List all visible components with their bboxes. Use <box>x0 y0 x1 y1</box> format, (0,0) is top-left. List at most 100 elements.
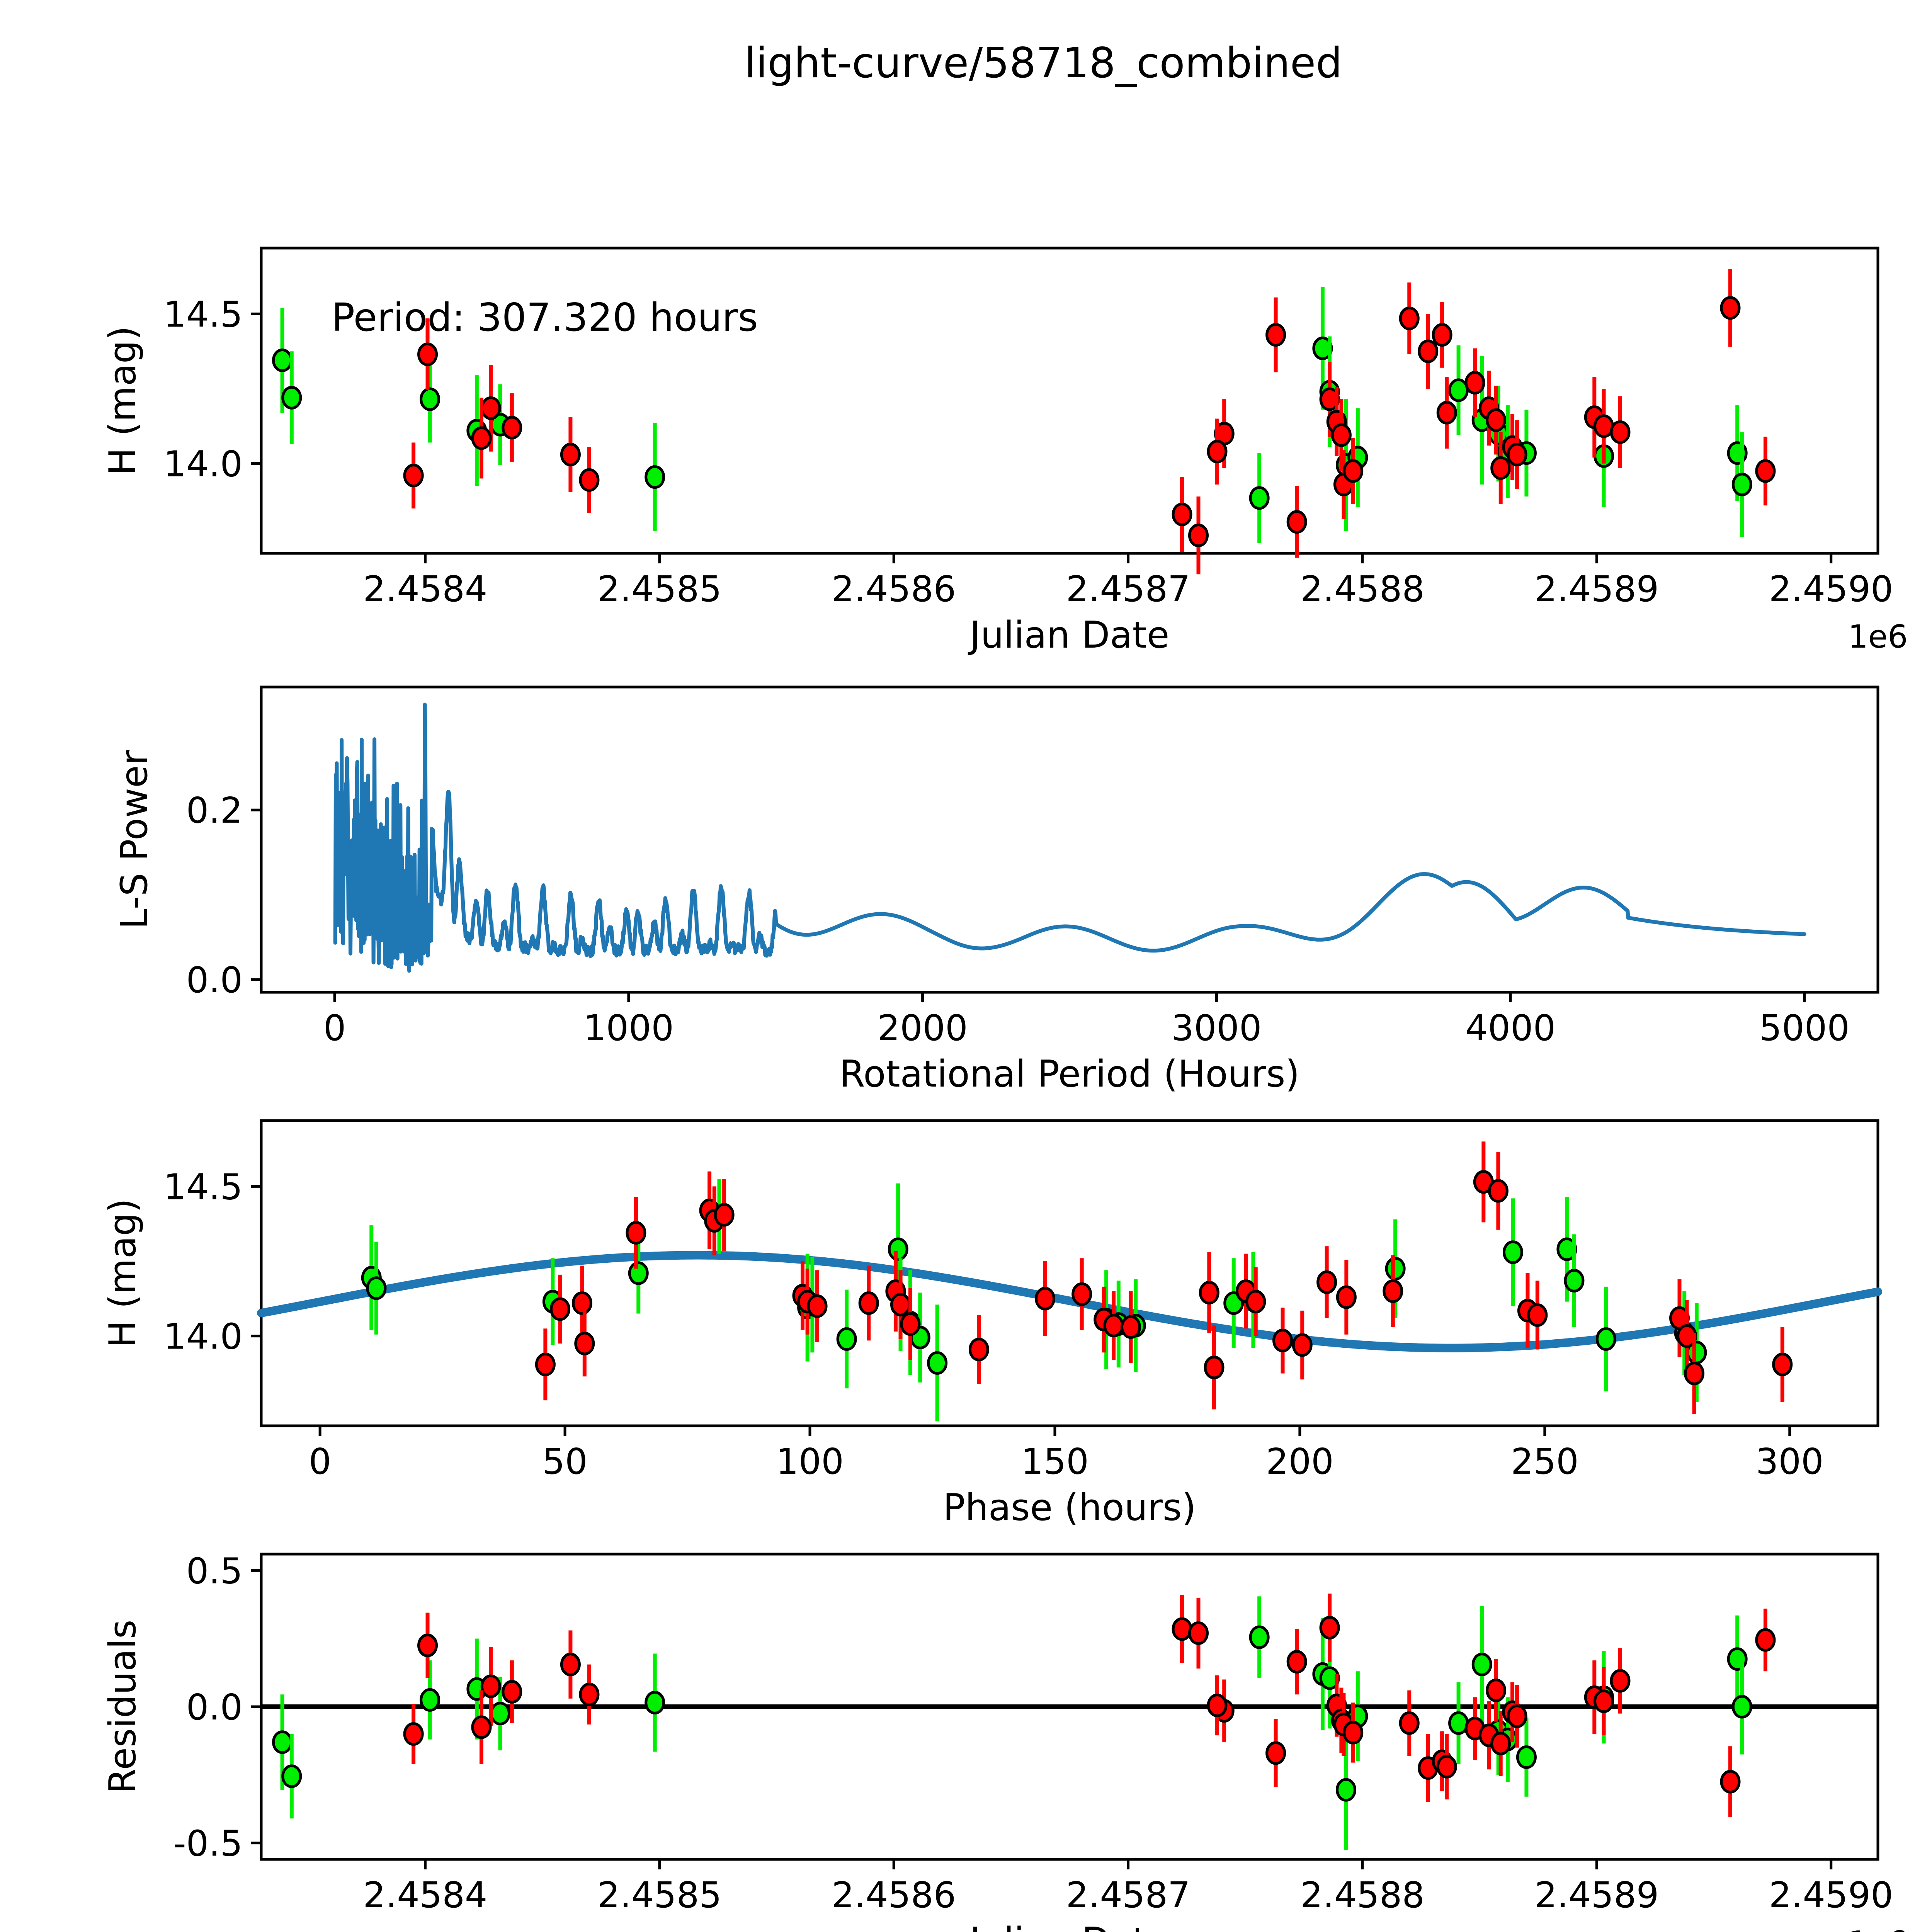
data-point <box>1486 408 1507 432</box>
phasefold-xtick-label: 100 <box>776 1441 844 1482</box>
periodogram-xtick-label: 1000 <box>583 1007 674 1049</box>
data-point <box>1204 1355 1225 1379</box>
phasefold-xtick-label: 150 <box>1021 1441 1089 1482</box>
data-point <box>890 1293 911 1316</box>
data-point <box>1319 1616 1340 1639</box>
lightcurve-yaxis-label: H (mag) <box>102 326 144 476</box>
lightcurve-xtick-label: 2.4588 <box>1300 568 1425 610</box>
data-point <box>1399 306 1420 330</box>
periodogram-xtick-label: 3000 <box>1171 1007 1262 1049</box>
data-point <box>645 465 665 489</box>
data-point <box>858 1291 879 1315</box>
data-point <box>1199 1281 1219 1304</box>
residuals-xtick-label: 2.4587 <box>1066 1874 1190 1916</box>
residuals-ytick-label: 0.0 <box>186 1687 243 1728</box>
data-point <box>1249 486 1270 510</box>
phasefold-yaxis-label: H (mag) <box>102 1199 144 1348</box>
data-point <box>417 342 438 366</box>
phasefold-xtick-label: 200 <box>1266 1441 1334 1482</box>
data-point <box>1286 1650 1307 1674</box>
data-point <box>480 1674 501 1698</box>
periodogram-yaxis-label: L-S Power <box>113 750 156 929</box>
data-point <box>1383 1279 1403 1303</box>
data-point <box>1464 371 1485 395</box>
periodogram-power-curve <box>333 702 1806 973</box>
data-point <box>490 1702 511 1726</box>
data-point <box>628 1261 649 1285</box>
phasefold-xtick-label: 0 <box>309 1441 332 1482</box>
data-point <box>1610 420 1631 444</box>
periodogram-xtick-label: 4000 <box>1465 1007 1556 1049</box>
data-point <box>1265 323 1286 347</box>
phasefold-plot-frame <box>260 1119 1879 1427</box>
data-point <box>1507 1704 1527 1728</box>
data-point <box>1207 1693 1228 1717</box>
data-point <box>560 1653 581 1677</box>
lightcurve-plot-frame <box>260 247 1879 555</box>
periodogram-plot-frame <box>260 685 1879 994</box>
residuals-xtick-label: 2.4584 <box>363 1874 488 1916</box>
data-point <box>1120 1315 1141 1339</box>
data-point <box>272 348 293 372</box>
data-point <box>1527 1303 1548 1327</box>
residuals-series-red_band <box>403 1594 1776 1817</box>
phasefold-series-red_band <box>535 1141 1793 1414</box>
lightcurve-xtick-label: 2.4586 <box>832 568 956 610</box>
lightcurve-xtick-label: 2.4587 <box>1066 568 1190 610</box>
data-point <box>1172 502 1192 526</box>
data-point <box>1286 510 1307 534</box>
residuals-xtick-label: 2.4589 <box>1534 1874 1659 1916</box>
periodogram-xtick-label: 0 <box>323 1007 346 1049</box>
lightcurve-ytick-label: 14.5 <box>163 294 243 335</box>
data-point <box>1772 1352 1793 1376</box>
figure-title: light-curve/58718_combined <box>744 39 1342 87</box>
data-point <box>1245 1290 1266 1314</box>
panel-lightcurve: 2.4584 2.4585 2.4586 2.4587 2.4588 2.4589 2.45… <box>102 247 1908 656</box>
data-point <box>1316 1270 1337 1294</box>
period-annotation: Period: 307.320 hours <box>332 295 758 340</box>
residuals-yaxis-label: Residuals <box>102 1620 144 1794</box>
data-point <box>968 1338 989 1361</box>
periodogram-xaxis-label: Rotational Period (Hours) <box>840 1053 1300 1095</box>
data-point <box>502 416 522 440</box>
periodogram-xtick-label: 2000 <box>878 1007 968 1049</box>
data-point <box>645 1690 665 1714</box>
panel-residuals: 2.4584 2.4585 2.4586 2.4587 2.4588 2.4589 2.45… <box>102 1550 1908 1932</box>
data-point <box>420 387 440 411</box>
panel-phasefold: 0 50 100 150 200 250 300 14.5 14.0 Phase (hours) H… <box>102 1119 1882 1529</box>
data-point <box>549 1297 570 1321</box>
residuals-x-offset-label: 1e6 <box>1848 1925 1908 1932</box>
data-point <box>1488 1179 1509 1203</box>
data-point <box>1249 1625 1270 1649</box>
data-point <box>1436 401 1457 425</box>
data-point <box>1103 1314 1124 1338</box>
data-point <box>1336 1778 1357 1802</box>
data-point <box>626 1221 646 1245</box>
data-point <box>927 1351 948 1375</box>
data-point <box>1594 1689 1614 1713</box>
data-point <box>1385 1257 1406 1281</box>
data-point <box>420 1688 440 1712</box>
data-point <box>1035 1287 1056 1311</box>
data-point <box>1343 459 1364 483</box>
data-point <box>1188 1621 1209 1645</box>
data-point <box>1502 1240 1523 1264</box>
data-point <box>1720 296 1741 320</box>
data-point <box>1720 1770 1741 1794</box>
phasefold-ytick-label: 14.5 <box>163 1166 243 1208</box>
data-point <box>1486 1679 1507 1702</box>
data-point <box>1188 524 1209 548</box>
data-point <box>1418 339 1439 363</box>
data-point <box>1684 1361 1705 1385</box>
phasefold-xtick-label: 300 <box>1756 1441 1824 1482</box>
periodogram-ytick-label: 0.2 <box>186 790 243 831</box>
data-point <box>1432 323 1452 347</box>
data-point <box>535 1352 556 1376</box>
data-point <box>1172 1617 1192 1641</box>
data-point <box>807 1294 828 1318</box>
data-point <box>571 1291 592 1315</box>
lightcurve-xaxis-label: Julian Date <box>968 614 1170 656</box>
lightcurve-x-offset-label: 1e6 <box>1848 619 1908 655</box>
data-point <box>1343 1721 1364 1745</box>
